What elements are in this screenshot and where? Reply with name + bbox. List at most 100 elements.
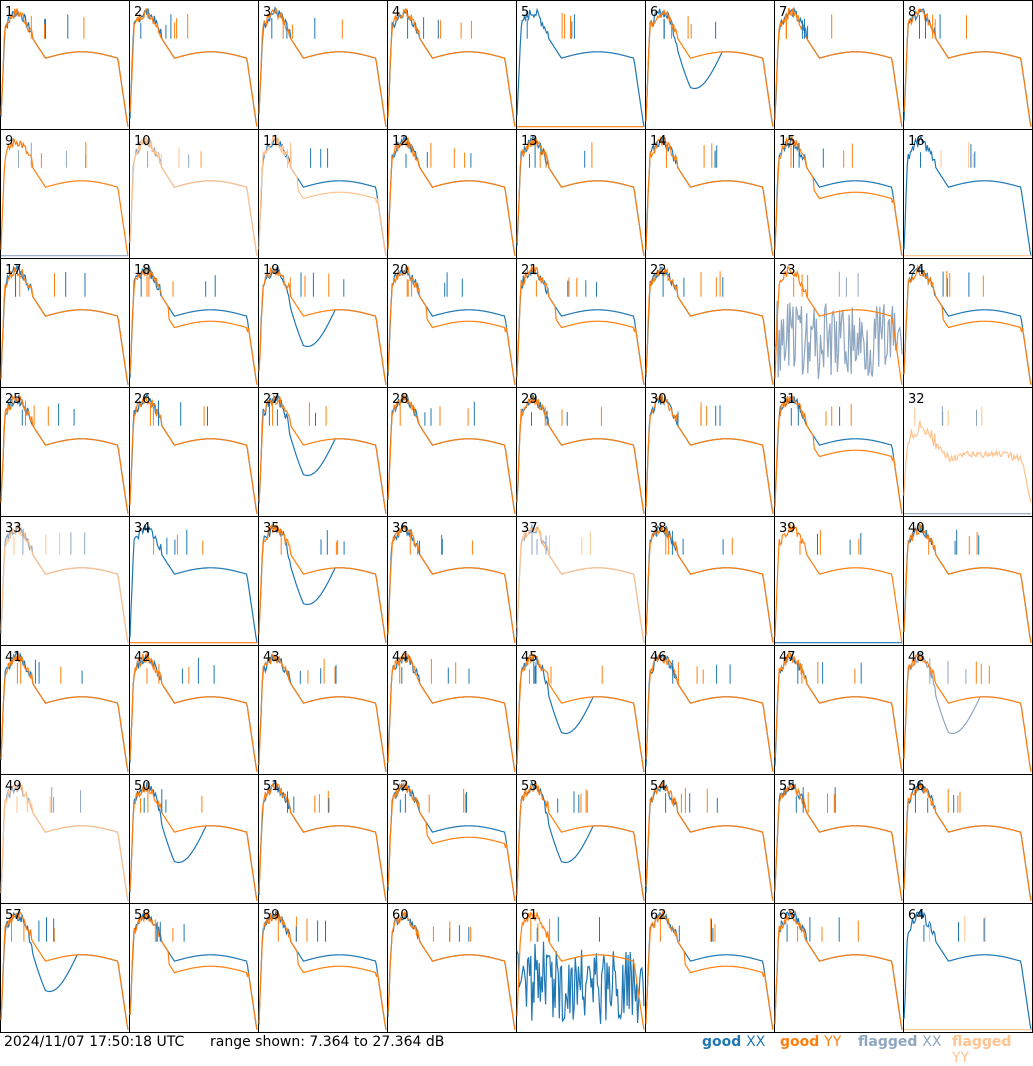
panel-5: 5 [517, 1, 646, 130]
panel-label: 60 [392, 908, 409, 923]
panel-label: 16 [908, 134, 925, 149]
panel-label: 18 [134, 263, 151, 278]
panel-label: 40 [908, 521, 925, 536]
panel-24: 24 [904, 259, 1033, 388]
panel-36: 36 [388, 517, 517, 646]
panel-label: 27 [263, 392, 280, 407]
panel-25: 25 [1, 388, 130, 517]
panel-frame [130, 1, 259, 130]
panel-9: 9 [1, 130, 130, 259]
panel-10: 10 [130, 130, 259, 259]
panel-label: 28 [392, 392, 409, 407]
panel-label: 42 [134, 650, 151, 665]
panel-52: 52 [388, 775, 517, 904]
panel-frame [388, 1, 517, 130]
panel-47: 47 [775, 646, 904, 775]
legend-flagged-yy-pol: YY [952, 1050, 969, 1066]
panel-label: 54 [650, 779, 667, 794]
panel-4: 4 [388, 1, 517, 130]
panel-61: 61 [517, 904, 646, 1033]
panel-label: 35 [263, 521, 280, 536]
panel-label: 10 [134, 134, 151, 149]
timestamp: 2024/11/07 17:50:18 UTC [4, 1034, 184, 1050]
panel-33: 33 [1, 517, 130, 646]
panel-label: 21 [521, 263, 538, 278]
range-label: range shown: 7.364 to 27.364 dB [210, 1034, 444, 1050]
panel-48: 48 [904, 646, 1033, 775]
panel-51: 51 [259, 775, 388, 904]
panel-49: 49 [1, 775, 130, 904]
panel-27: 27 [259, 388, 388, 517]
panel-label: 29 [521, 392, 538, 407]
panel-26: 26 [130, 388, 259, 517]
panel-16: 16 [904, 130, 1033, 259]
panel-label: 15 [779, 134, 796, 149]
panel-label: 30 [650, 392, 667, 407]
panel-label: 34 [134, 521, 151, 536]
panel-22: 22 [646, 259, 775, 388]
panel-label: 53 [521, 779, 538, 794]
panel-18: 18 [130, 259, 259, 388]
panel-31: 31 [775, 388, 904, 517]
panel-60: 60 [388, 904, 517, 1033]
legend-good-yy-prefix: good [780, 1034, 824, 1050]
panel-label: 1 [5, 5, 13, 20]
legend-good-xx: good XX [702, 1034, 765, 1050]
panel-label: 41 [5, 650, 22, 665]
panel-57: 57 [1, 904, 130, 1033]
panel-label: 31 [779, 392, 796, 407]
panel-label: 57 [5, 908, 22, 923]
panel-19: 19 [259, 259, 388, 388]
panel-label: 44 [392, 650, 409, 665]
panel-6: 6 [646, 1, 775, 130]
legend-flagged-xx-prefix: flagged [858, 1034, 922, 1050]
panel-20: 20 [388, 259, 517, 388]
panel-label: 4 [392, 5, 400, 20]
panel-label: 9 [5, 134, 13, 149]
panel-37: 37 [517, 517, 646, 646]
legend-flagged-xx: flagged XX [858, 1034, 941, 1050]
panel-45: 45 [517, 646, 646, 775]
panel-3: 3 [259, 1, 388, 130]
panel-13: 13 [517, 130, 646, 259]
panel-12: 12 [388, 130, 517, 259]
panel-23: 23 [775, 259, 904, 388]
panel-label: 61 [521, 908, 538, 923]
panel-label: 43 [263, 650, 280, 665]
panel-label: 37 [521, 521, 538, 536]
panel-label: 48 [908, 650, 925, 665]
panel-50: 50 [130, 775, 259, 904]
panel-41: 41 [1, 646, 130, 775]
panel-label: 62 [650, 908, 667, 923]
panel-label: 49 [5, 779, 22, 794]
panel-label: 33 [5, 521, 22, 536]
panel-58: 58 [130, 904, 259, 1033]
panel-label: 22 [650, 263, 667, 278]
panel-7: 7 [775, 1, 904, 130]
panel-label: 20 [392, 263, 409, 278]
panel-label: 55 [779, 779, 796, 794]
panel-56: 56 [904, 775, 1033, 904]
legend-flagged-xx-pol: XX [922, 1034, 941, 1050]
panel-54: 54 [646, 775, 775, 904]
panel-17: 17 [1, 259, 130, 388]
panel-label: 2 [134, 5, 142, 20]
panel-39: 39 [775, 517, 904, 646]
legend-flagged-yy: flagged YY [952, 1034, 1033, 1066]
panel-label: 51 [263, 779, 280, 794]
panel-label: 56 [908, 779, 925, 794]
panel-34: 34 [130, 517, 259, 646]
panel-1: 1 [1, 1, 130, 130]
panel-8: 8 [904, 1, 1033, 130]
legend-good-yy: good YY [780, 1034, 841, 1050]
panel-label: 26 [134, 392, 151, 407]
panel-frame [1, 130, 130, 259]
panel-46: 46 [646, 646, 775, 775]
panel-59: 59 [259, 904, 388, 1033]
panel-frame [646, 1, 775, 130]
panel-frame [904, 1, 1033, 130]
panel-11: 11 [259, 130, 388, 259]
panel-label: 14 [650, 134, 667, 149]
panel-32: 32 [904, 388, 1033, 517]
